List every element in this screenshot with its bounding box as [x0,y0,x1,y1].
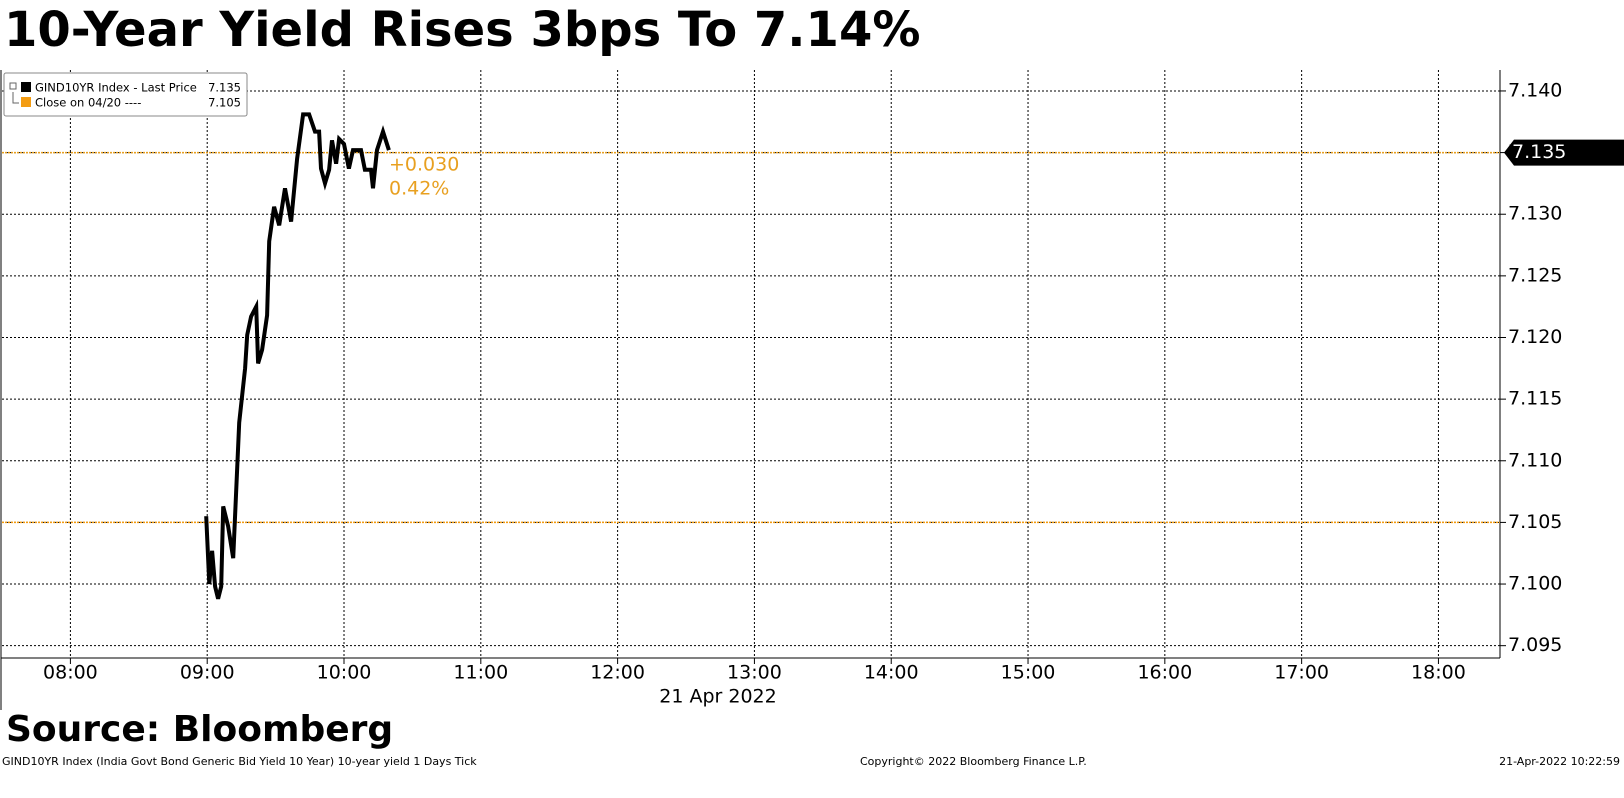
legend-value: 7.135 [208,81,241,95]
footer-center: Copyright© 2022 Bloomberg Finance L.P. [860,755,1087,768]
x-tick-label: 08:00 [43,662,98,684]
legend-toggle [9,82,17,90]
legend-swatch [21,97,31,107]
change-annotation: +0.030 [389,154,459,176]
last-price-marker [1504,139,1624,166]
footer-left: GIND10YR Index (India Govt Bond Generic … [2,755,477,768]
x-tick-label: 12:00 [590,662,645,684]
legend-label: Close on 04/20 ---- [35,96,141,110]
legend-tree [12,92,19,104]
source: Source: Bloomberg [6,709,393,750]
x-tick-label: 11:00 [453,662,508,684]
legend-swatch [21,82,31,92]
y-tick-label: 7.140 [1508,79,1562,101]
last-price-label: 7.135 [1512,141,1566,163]
legend-value: 7.105 [208,96,241,110]
x-tick-label: 17:00 [1274,662,1329,684]
chart-title: 10-Year Yield Rises 3bps To 7.14% [4,2,920,58]
x-tick-label: 18:00 [1411,662,1466,684]
x-tick-label: 10:00 [317,662,372,684]
y-tick-label: 7.095 [1508,634,1562,656]
y-tick-label: 7.125 [1508,264,1562,286]
legend-label: GIND10YR Index - Last Price [35,81,197,95]
x-tick-label: 16:00 [1137,662,1192,684]
footer-right: 21-Apr-2022 10:22:59 [1499,755,1620,768]
x-axis-label: 21 Apr 2022 [659,686,776,708]
x-tick-label: 09:00 [180,662,235,684]
x-tick-label: 14:00 [864,662,919,684]
y-tick-label: 7.115 [1508,388,1562,410]
legend-box [3,72,248,117]
y-tick-label: 7.130 [1508,203,1562,225]
y-tick-label: 7.100 [1508,573,1562,595]
y-tick-label: 7.110 [1508,449,1562,471]
y-tick-label: 7.120 [1508,326,1562,348]
y-tick-label: 7.105 [1508,511,1562,533]
x-tick-label: 13:00 [727,662,782,684]
price-line [204,112,391,600]
x-tick-label: 15:00 [1001,662,1056,684]
change-annotation: 0.42% [389,178,449,200]
